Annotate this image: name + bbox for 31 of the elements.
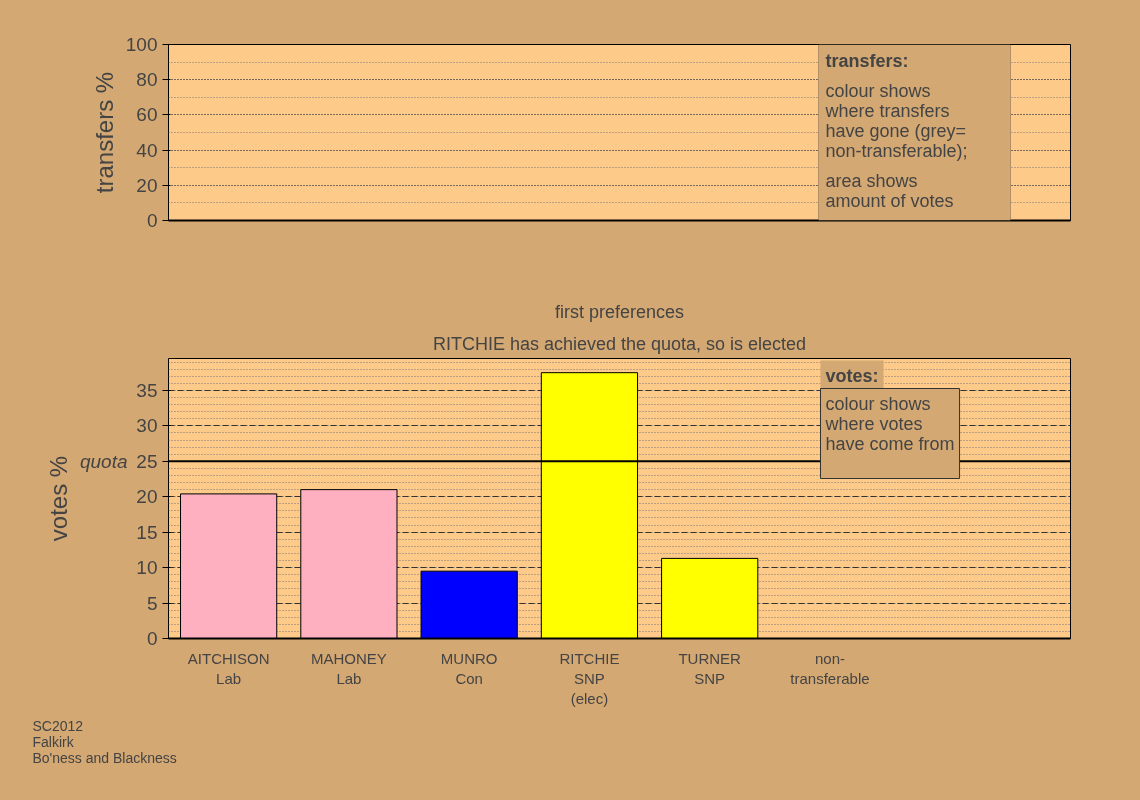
x-tick-label: MAHONEY Lab [310, 649, 387, 687]
y-tick-label: 20 [136, 174, 158, 196]
y-tick-label: 100 [125, 34, 158, 55]
y-tick-label: 60 [136, 104, 158, 126]
y-tick-label: 15 [136, 521, 158, 543]
y-tick-label: 80 [136, 69, 158, 91]
annotation: votes: [825, 365, 879, 386]
ref-line-label: quota [79, 450, 128, 472]
y-tick-label: 20 [136, 486, 158, 508]
y-tick-label: 10 [136, 557, 158, 579]
y-tick-label: 35 [136, 379, 158, 401]
y-axis-title: transfers % [90, 71, 118, 194]
chart-subtitle: RITCHIE has achieved the quota, so is elected [432, 333, 807, 354]
y-tick-label: 5 [146, 592, 158, 614]
x-tick-label: non- transferable [790, 649, 870, 687]
annotation: colour shows where transfers have gone (grey= non-transferable); [824, 80, 968, 161]
y-tick-label: 40 [136, 139, 158, 161]
x-tick-label: MUNRO Con [440, 649, 498, 687]
annotation: colour shows where votes have come from [824, 393, 955, 454]
y-tick-label: 0 [146, 628, 158, 649]
y-tick-label: 0 [146, 210, 158, 231]
y-tick-label: 25 [136, 450, 158, 472]
x-tick-label: TURNER SNP [678, 649, 742, 687]
text: SC2012 Falkirk Bo'ness and Blackness [32, 717, 177, 766]
x-tick-label: RITCHIE SNP (elec) [559, 649, 620, 708]
y-axis-title: votes % [44, 455, 72, 542]
chart-title: first preferences [554, 301, 685, 322]
annotation: transfers: [825, 50, 909, 71]
y-tick-label: 30 [136, 415, 158, 437]
annotation: area shows amount of votes [825, 170, 954, 211]
x-tick-label: AITCHISON Lab [187, 649, 270, 687]
